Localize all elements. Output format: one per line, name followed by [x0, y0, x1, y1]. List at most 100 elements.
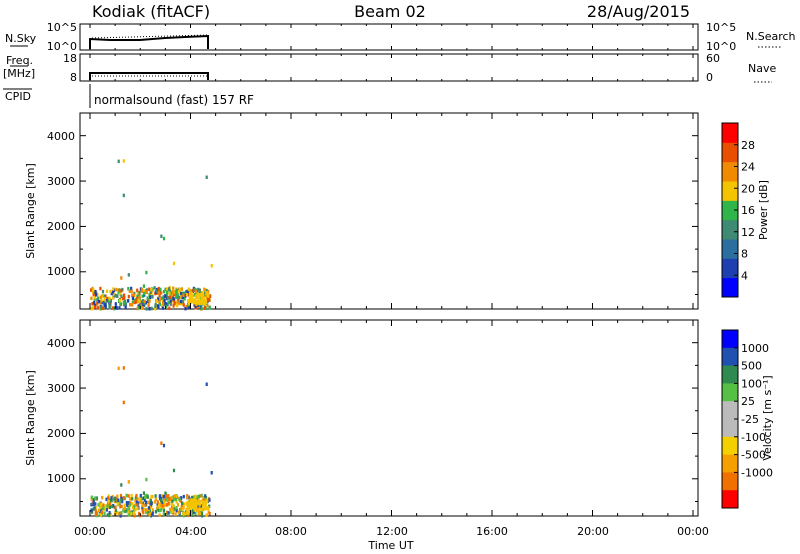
velocity-echo: [167, 494, 170, 498]
power-echo: [197, 294, 200, 298]
velocity-echo: [96, 513, 99, 518]
nsearch-tick-bottom: 10^0: [706, 40, 736, 53]
power-echo: [121, 287, 124, 292]
velocity-echo: [162, 495, 166, 499]
power-echo: [167, 287, 171, 291]
velocity-echo: [208, 498, 211, 502]
velocity-echo: [120, 498, 123, 502]
velocity-echo: [190, 500, 193, 504]
power-echo: [123, 295, 126, 300]
velocity-echo: [127, 480, 130, 484]
power-echo: [181, 295, 185, 300]
power-echo: [108, 306, 111, 310]
power-echo: [157, 291, 160, 295]
velocity-echo: [145, 500, 148, 505]
velocity-echo: [110, 496, 113, 500]
xtick-label-3: 12:00: [376, 525, 408, 538]
power-echo: [142, 289, 146, 293]
velocity-echo: [165, 497, 168, 502]
velocity-echo: [193, 497, 196, 502]
velocity-echo: [102, 506, 105, 510]
power-echo: [150, 288, 153, 292]
power-echo: [161, 297, 165, 302]
velocity-echo: [172, 495, 175, 499]
nave-tick-top: 60: [706, 52, 720, 65]
power-echo: [193, 287, 196, 292]
power-echo: [172, 289, 175, 294]
velocity-echo: [145, 477, 148, 482]
velocity-echo: [172, 497, 176, 502]
velocity-colorbar-cell: [722, 365, 738, 384]
power-echo: [203, 306, 206, 310]
velocity-echo: [134, 508, 137, 512]
power-echo: [142, 303, 145, 307]
velocity-echo: [94, 512, 97, 516]
power-echo: [157, 297, 160, 302]
velocity-echo: [108, 513, 111, 518]
velocity-echo: [175, 506, 178, 510]
velocity-scatter: [90, 366, 213, 518]
power-echo: [128, 298, 131, 303]
velocity-echo: [119, 504, 122, 509]
velocity-echo: [148, 513, 151, 517]
power-echo: [112, 292, 115, 296]
power-echo: [160, 296, 163, 300]
nsearch-label: N.Search: [746, 30, 796, 43]
velocity-colorbar-tick-label: 1000: [741, 342, 769, 355]
power-echo: [148, 293, 151, 297]
velocity-echo: [149, 498, 152, 503]
power-colorbar-cell: [722, 219, 738, 240]
power-echo: [100, 294, 104, 298]
power-echo: [109, 289, 112, 294]
velocity-echo: [142, 510, 145, 515]
velocity-echo: [129, 501, 132, 505]
power-echo: [182, 303, 185, 307]
power-echo: [176, 303, 179, 308]
velocity-echo: [202, 502, 205, 507]
power-echo: [124, 305, 127, 310]
velocity-colorbar-cell: [722, 454, 738, 473]
velocity-echo: [186, 511, 190, 515]
freq-label: Freq.: [6, 54, 33, 67]
power-echo: [143, 291, 146, 296]
velocity-echo: [181, 501, 184, 506]
velocity-echo: [99, 505, 102, 509]
power-ytick-2000: 2000: [47, 220, 75, 233]
velocity-echo: [133, 504, 136, 509]
velocity-echo: [94, 509, 97, 513]
velocity-colorbar-tick-label: -500: [741, 449, 766, 462]
power-echo: [191, 298, 194, 302]
power-echo: [159, 287, 162, 292]
velocity-echo: [107, 496, 110, 500]
power-echo: [196, 303, 199, 307]
power-echo: [123, 293, 126, 297]
power-echo: [192, 288, 195, 293]
velocity-echo: [160, 441, 163, 445]
velocity-echo: [100, 502, 103, 506]
velocity-echo: [182, 502, 186, 506]
velocity-echo: [205, 506, 208, 511]
power-echo: [127, 273, 130, 277]
velocity-echo: [145, 508, 148, 512]
power-echo: [96, 306, 99, 310]
velocity-echo: [110, 498, 113, 503]
power-echo: [127, 294, 130, 299]
power-echo: [156, 304, 159, 308]
velocity-echo: [172, 503, 175, 508]
velocity-echo: [158, 508, 161, 513]
power-echo: [136, 288, 139, 293]
power-echo: [172, 297, 175, 301]
velocity-echo: [198, 504, 201, 509]
power-colorbar-tick-label: 24: [741, 161, 755, 174]
power-echo: [131, 300, 134, 304]
power-echo: [99, 286, 102, 291]
velocity-echo: [105, 497, 108, 502]
power-echo: [118, 306, 121, 310]
power-echo: [207, 292, 210, 297]
velocity-echo: [99, 502, 102, 507]
power-echo: [95, 302, 98, 306]
velocity-echo: [149, 513, 153, 518]
power-echo: [143, 299, 146, 304]
power-echo: [90, 296, 93, 301]
velocity-echo: [170, 496, 173, 500]
